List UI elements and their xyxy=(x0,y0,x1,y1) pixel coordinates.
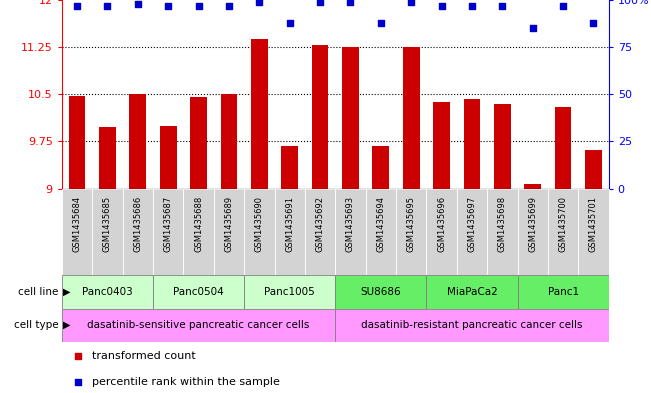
Bar xyxy=(281,146,298,189)
Bar xyxy=(518,189,548,275)
Text: GSM1435688: GSM1435688 xyxy=(194,196,203,252)
Point xyxy=(406,0,417,5)
Bar xyxy=(153,275,244,309)
Bar xyxy=(487,189,518,275)
Bar xyxy=(434,102,450,189)
Bar xyxy=(244,189,275,275)
Bar xyxy=(494,104,510,189)
Bar xyxy=(335,309,609,342)
Text: GSM1435692: GSM1435692 xyxy=(316,196,325,252)
Bar xyxy=(159,126,176,189)
Text: GSM1435697: GSM1435697 xyxy=(467,196,477,252)
Bar xyxy=(342,47,359,189)
Text: GSM1435684: GSM1435684 xyxy=(72,196,81,252)
Text: cell type: cell type xyxy=(14,320,59,330)
Bar xyxy=(403,47,419,189)
Point xyxy=(479,30,490,36)
Bar xyxy=(92,189,122,275)
Point xyxy=(224,2,234,9)
Point xyxy=(133,1,143,7)
Bar xyxy=(585,150,602,189)
Point xyxy=(479,262,490,268)
Text: GSM1435685: GSM1435685 xyxy=(103,196,112,252)
Point xyxy=(467,2,477,9)
Text: dasatinib-resistant pancreatic cancer cells: dasatinib-resistant pancreatic cancer ce… xyxy=(361,320,583,330)
Text: dasatinib-sensitive pancreatic cancer cells: dasatinib-sensitive pancreatic cancer ce… xyxy=(87,320,310,330)
Bar xyxy=(312,45,329,189)
Bar xyxy=(69,96,85,189)
Text: ▶: ▶ xyxy=(63,320,71,330)
Bar xyxy=(122,189,153,275)
Point xyxy=(254,0,264,5)
Bar xyxy=(305,189,335,275)
Bar xyxy=(555,107,572,189)
Text: ▶: ▶ xyxy=(63,287,71,297)
Text: GSM1435699: GSM1435699 xyxy=(528,196,537,252)
Point xyxy=(315,0,326,5)
Bar xyxy=(153,189,184,275)
Point xyxy=(436,2,447,9)
Text: Panc1: Panc1 xyxy=(547,287,579,297)
Bar xyxy=(251,39,268,189)
Text: GSM1435701: GSM1435701 xyxy=(589,196,598,252)
Point xyxy=(193,2,204,9)
Point xyxy=(163,2,173,9)
Bar xyxy=(548,189,578,275)
Bar xyxy=(214,189,244,275)
Text: GSM1435698: GSM1435698 xyxy=(498,196,507,252)
Bar xyxy=(426,275,518,309)
Text: GSM1435686: GSM1435686 xyxy=(133,196,143,252)
Text: GSM1435696: GSM1435696 xyxy=(437,196,446,252)
Bar xyxy=(275,189,305,275)
Text: GSM1435700: GSM1435700 xyxy=(559,196,568,252)
Bar xyxy=(578,189,609,275)
Text: Panc0403: Panc0403 xyxy=(82,287,133,297)
Text: percentile rank within the sample: percentile rank within the sample xyxy=(92,377,280,387)
Bar xyxy=(62,189,92,275)
Bar xyxy=(518,275,609,309)
Text: transformed count: transformed count xyxy=(92,351,196,361)
Bar xyxy=(130,94,146,189)
Bar xyxy=(335,275,426,309)
Bar xyxy=(396,189,426,275)
Point xyxy=(497,2,508,9)
Bar xyxy=(366,189,396,275)
Text: SU8686: SU8686 xyxy=(361,287,401,297)
Text: Panc1005: Panc1005 xyxy=(264,287,315,297)
Text: GSM1435695: GSM1435695 xyxy=(407,196,416,252)
Text: GSM1435690: GSM1435690 xyxy=(255,196,264,252)
Bar xyxy=(244,275,335,309)
Bar xyxy=(221,94,237,189)
Bar xyxy=(457,189,487,275)
Bar xyxy=(372,146,389,189)
Point xyxy=(376,20,386,26)
Bar xyxy=(464,99,480,189)
Bar xyxy=(99,127,116,189)
Bar xyxy=(62,309,335,342)
Point xyxy=(345,0,355,5)
Text: GSM1435691: GSM1435691 xyxy=(285,196,294,252)
Text: GSM1435694: GSM1435694 xyxy=(376,196,385,252)
Text: Panc0504: Panc0504 xyxy=(173,287,224,297)
Text: GSM1435687: GSM1435687 xyxy=(163,196,173,252)
Point xyxy=(284,20,295,26)
Text: GSM1435689: GSM1435689 xyxy=(225,196,234,252)
Bar xyxy=(62,275,153,309)
Text: MiaPaCa2: MiaPaCa2 xyxy=(447,287,497,297)
Point xyxy=(527,25,538,31)
Bar xyxy=(426,189,457,275)
Point xyxy=(589,20,599,26)
Bar xyxy=(335,189,366,275)
Bar xyxy=(184,189,214,275)
Point xyxy=(72,2,82,9)
Text: GSM1435693: GSM1435693 xyxy=(346,196,355,252)
Bar xyxy=(190,97,207,189)
Bar xyxy=(525,184,541,189)
Text: cell line: cell line xyxy=(18,287,59,297)
Point xyxy=(102,2,113,9)
Point xyxy=(558,2,568,9)
